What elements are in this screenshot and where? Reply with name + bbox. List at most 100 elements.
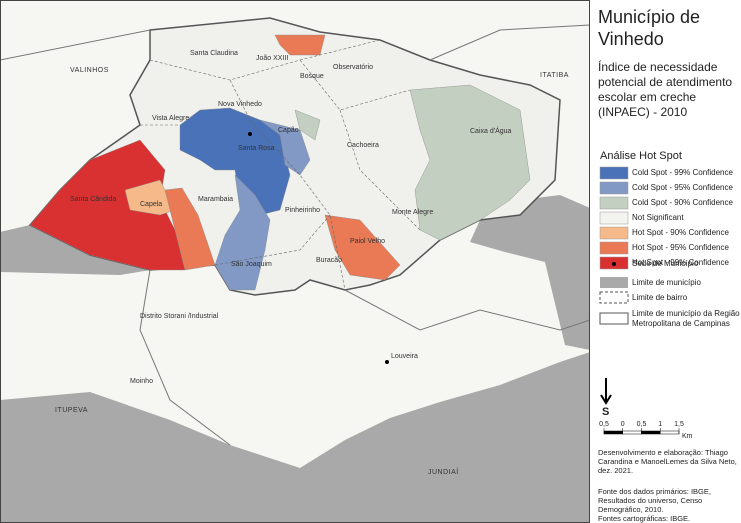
zone bbox=[214, 174, 271, 291]
map-label: Santa Claudina bbox=[190, 50, 238, 57]
credit-line: Demográfico, 2010. bbox=[598, 505, 663, 514]
legend-label: Sede de Município bbox=[632, 259, 699, 268]
legend-municipal-symbol bbox=[600, 277, 628, 288]
map-label: Caixa d'Água bbox=[470, 126, 512, 135]
legend-swatch bbox=[599, 181, 629, 195]
legend-label: Cold Spot - 99% Confidence bbox=[632, 168, 734, 177]
title-line: Município de bbox=[598, 7, 700, 27]
credit-line: Resultados do universo, Censo bbox=[598, 496, 702, 505]
relief-area bbox=[470, 195, 590, 350]
zone bbox=[294, 109, 321, 141]
map-label: ITUPEVA bbox=[55, 407, 88, 414]
map-label: João XXIII bbox=[256, 55, 288, 62]
legend-label: Limite de bairro bbox=[632, 293, 688, 302]
map-frame: VALINHOS ITATIBA ITUPEVA JUNDIAÍ Santa C… bbox=[0, 0, 591, 523]
legend-swatch bbox=[599, 241, 629, 255]
scale-label: 1,5 bbox=[674, 421, 684, 428]
subtitle-line: (INPAEC) - 2010 bbox=[598, 105, 687, 119]
legend-district-symbol bbox=[599, 291, 629, 304]
district-limits bbox=[140, 39, 421, 291]
municipal-line bbox=[139, 269, 231, 446]
legend-label: Not Significant bbox=[632, 213, 684, 222]
map-label: Observatório bbox=[333, 64, 373, 71]
map-label: Paiol Velho bbox=[350, 238, 385, 245]
map-label: Nova Vinhedo bbox=[218, 101, 262, 108]
district-line bbox=[149, 39, 381, 81]
legend-seat-symbol bbox=[612, 262, 616, 266]
credit-line: Desenvolvimento e elaboração: Thiago bbox=[598, 448, 728, 457]
legend-label: Limite de município da Região bbox=[632, 309, 740, 318]
map-label: Santa Rosa bbox=[238, 145, 275, 152]
municipal-seat bbox=[248, 132, 252, 136]
scale-label: 0,5 bbox=[637, 421, 647, 428]
zone bbox=[324, 214, 401, 281]
legend-label: Cold Spot - 95% Confidence bbox=[632, 183, 734, 192]
legend-label: Hot Spot - 90% Confidence bbox=[632, 228, 729, 237]
subtitle-line: potencial de atendimento bbox=[598, 75, 732, 89]
subtitle-line: escolar em creche bbox=[598, 90, 696, 104]
zone bbox=[409, 84, 531, 241]
scale-segment bbox=[603, 430, 623, 435]
scale-segment bbox=[660, 430, 680, 435]
map-label: São Joaquim bbox=[231, 261, 272, 268]
map-label: ITATIBA bbox=[540, 72, 569, 79]
zone bbox=[179, 107, 291, 216]
scale-label: 0,5 bbox=[599, 421, 609, 428]
municipal-line bbox=[344, 289, 591, 331]
relief-area bbox=[0, 352, 590, 523]
map-label: Cachoeira bbox=[347, 142, 379, 149]
map-label: Santa Cândida bbox=[70, 196, 116, 203]
credit-line: dez. 2021. bbox=[598, 466, 633, 475]
legend-swatch bbox=[599, 196, 629, 210]
municipal-line bbox=[0, 24, 591, 61]
map-label: Bosque bbox=[300, 73, 324, 80]
map-label: Capela bbox=[140, 201, 162, 208]
district-line bbox=[214, 214, 331, 266]
scale-segment bbox=[622, 430, 642, 435]
credit-line: Carandina e ManoelLemes da Silva Neto, bbox=[598, 457, 737, 466]
zone bbox=[124, 179, 176, 216]
legend: Cold Spot - 99% Confidence Cold Spot - 95… bbox=[599, 166, 734, 270]
subtitle-line: Índice de necessidade bbox=[598, 59, 718, 74]
map-label: VALINHOS bbox=[70, 67, 109, 74]
scale-unit: Km bbox=[682, 433, 693, 440]
legend-label: Hot Spot - 95% Confidence bbox=[632, 243, 729, 252]
legend-swatch bbox=[599, 166, 629, 180]
map-label: Louveira bbox=[391, 353, 418, 360]
map-label: JUNDIAÍ bbox=[428, 467, 459, 476]
map-label: Monte Alegre bbox=[392, 209, 433, 216]
hot-spot-zones bbox=[29, 34, 531, 291]
title-line: Vinhedo bbox=[598, 29, 664, 49]
map-label: Capão bbox=[278, 127, 299, 134]
credit-line: Fonte dos dados primários: IBGE, bbox=[598, 487, 711, 496]
side-panel: Município de Vinhedo Índice de necessida… bbox=[598, 7, 740, 523]
scale-label: 1 bbox=[658, 421, 662, 428]
legend-label: Cold Spot - 90% Confidence bbox=[632, 198, 734, 207]
municipal-seat bbox=[385, 360, 389, 364]
legend-title: Análise Hot Spot bbox=[600, 150, 682, 162]
north-arrow bbox=[600, 378, 612, 405]
north-label: S bbox=[602, 406, 609, 418]
legend-swatch bbox=[599, 211, 629, 225]
legend-metro-symbol bbox=[599, 312, 629, 325]
relief-area bbox=[0, 225, 150, 275]
legend-swatch bbox=[599, 226, 629, 240]
legend-label: Hot Spot - 99% Confidence bbox=[632, 258, 729, 267]
map-label: Pinheirinho bbox=[285, 207, 320, 214]
credit-line: Fontes cartográficas: IBGE. bbox=[598, 514, 690, 523]
district-line bbox=[299, 59, 411, 111]
scale-bar: 0,5 0 0,5 1 1,5 Km bbox=[599, 421, 693, 440]
map-label: Moinho bbox=[130, 378, 153, 385]
map-label: Distrito Storani /Industrial bbox=[140, 313, 219, 320]
map-label: Vista Alegre bbox=[152, 115, 189, 122]
legend-label: Limite de município bbox=[632, 278, 701, 287]
map-label: Buracão bbox=[316, 257, 342, 264]
outer-limits bbox=[0, 24, 591, 446]
district-line bbox=[339, 109, 421, 231]
legend-label: Metropolitana de Campinas bbox=[632, 319, 730, 328]
scale-segment bbox=[641, 430, 661, 435]
zone bbox=[274, 34, 326, 56]
scale-label: 0 bbox=[621, 421, 625, 428]
map-label: Marambaia bbox=[198, 196, 233, 203]
